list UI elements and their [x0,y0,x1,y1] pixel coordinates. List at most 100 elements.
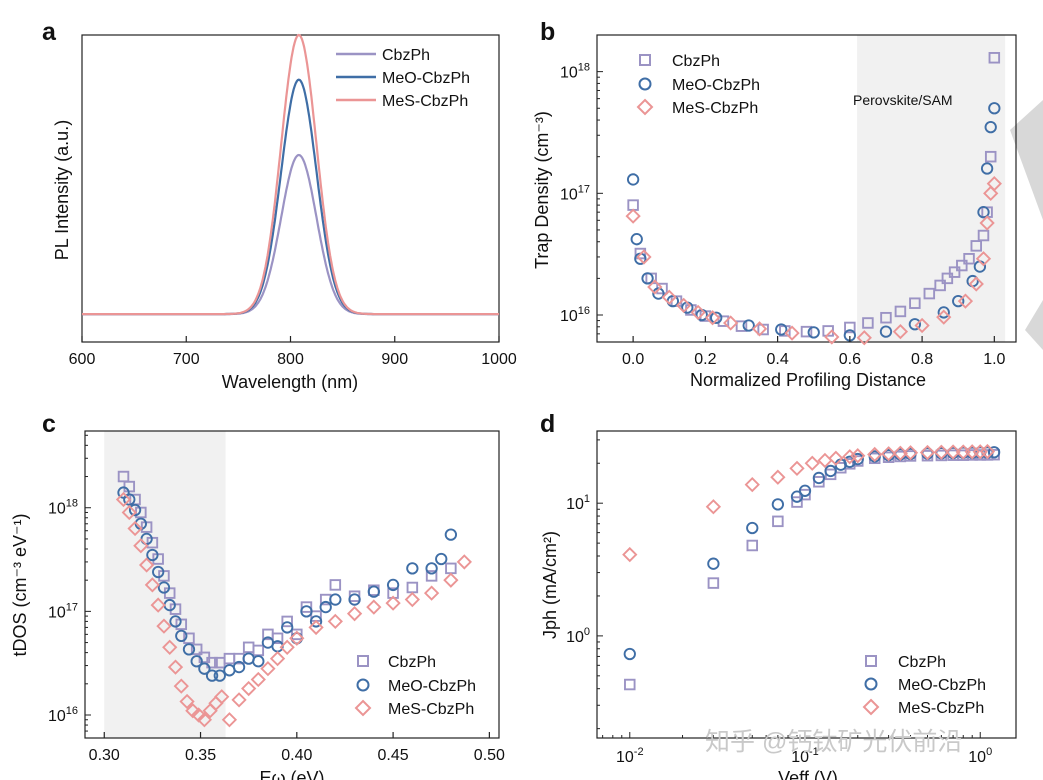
panel-b-point [690,304,706,321]
legend-c: CbzPh MeO-CbzPh MeS-CbzPh [354,654,476,718]
panel-c: c 0.30 0.35 0.40 0.45 0.50 1016 1017 1018 Eω (e… [10,410,505,780]
panel-d-point [789,460,805,477]
shade-label-b: Perovskite/SAM [853,92,953,108]
panel-d-ytick-label: 101 [566,493,590,513]
panel-c-point [150,597,166,613]
panel-c-point [179,693,195,710]
legend-a: CbzPh MeO-CbzPh MeS-CbzPh [336,47,470,110]
legend-b: CbzPh MeO-CbzPh MeS-CbzPh [636,53,760,117]
panel-c-point [206,656,218,669]
panel-d-point [707,577,720,589]
panel-c-point [425,562,438,575]
panel-b-xtick-label: 0.8 [911,351,933,368]
panel-b-ytick-label: 1017 [560,183,590,203]
panel-label-d: d [540,410,555,438]
legend-d-marker-meo [864,677,878,691]
panel-a-xtick-label: 700 [173,351,200,368]
panel-a-xtick-label: 900 [381,351,408,368]
panel-c-ytick-label: 1016 [48,705,78,725]
panel-c-point [223,652,236,665]
panel-c-point [346,606,363,622]
legend-c-cbz: CbzPh [388,654,436,671]
panel-a-line-cbz [82,153,499,316]
panel-c-point [221,712,238,728]
panel-b-point [636,249,652,265]
panel-b-point [626,173,640,186]
panel-b-point [977,229,990,242]
panel-b-point [968,276,984,292]
panel-d-point [867,446,883,463]
panel-c-point [443,572,459,588]
panel-c-ytick-label: 1017 [48,601,78,621]
panel-d-series-mes [622,443,996,563]
panel-b-point [630,233,643,246]
panel-b-point [880,311,892,324]
legend-b-marker-meo [638,77,652,91]
legend-d: CbzPh MeO-CbzPh MeS-CbzPh [862,654,986,717]
panel-b-xtick-label: 0.6 [839,351,861,368]
panel-b-point [751,321,768,337]
panel-d-point [933,444,950,460]
panel-b-point [948,266,961,278]
shaded-region-b [857,35,1006,342]
panel-c-point [196,712,213,728]
panel-d-point [622,546,638,563]
panel-b-point [986,176,1002,192]
panel-c-point [156,618,172,634]
panel-d-xtick-label: 10-2 [616,746,644,766]
panel-c-point [152,565,165,579]
legend-d-marker-cbz [865,655,877,667]
legend-c-meo: MeO-CbzPh [388,678,476,695]
panel-c-point [128,503,142,517]
background-stripes [1010,100,1043,350]
panel-b-point [742,319,755,332]
panel-c-point [175,629,188,643]
panel-a-data [82,33,499,316]
panel-b-point [908,318,922,331]
panel-b-point [957,293,974,309]
panel-b-point [676,297,692,314]
xlabel-c: Eω (eV) [259,768,324,780]
ylabel-d: Jph (mA/cm²) [540,531,560,639]
legend-c-marker-cbz [357,655,369,667]
panel-c-point [167,659,184,675]
panel-d-point [771,498,785,511]
panel-a-xtick-label: 600 [69,351,96,368]
panel-d-series-meo [623,446,1001,661]
panel-c-point [291,628,303,641]
panel-b: b Perovskite/SAM 0.0 0.2 0.4 0.6 0.8 1.0 1016 1… [532,18,1017,390]
panel-d-point [770,469,786,485]
panel-c-point [138,557,155,573]
panel-d-ticks: 100 101 10-2 10-1 100 [566,439,992,766]
panel-c-point [260,661,276,677]
panel-c-point [162,639,178,655]
panel-c-point [144,577,161,593]
panel-c-point [121,504,137,521]
panel-c-point [435,552,448,566]
panel-a: a 600 700 800 900 1000 Wavelength (nm) PL In… [42,18,517,392]
panel-c-point [423,585,440,601]
panel-b-point [983,185,999,201]
panel-b-ytick-label: 1016 [560,305,590,325]
panel-c-point [300,605,313,618]
panel-c-point [367,585,380,598]
panel-b-point [988,52,1001,64]
panel-b-point [936,309,952,325]
panel-b-point [717,315,730,327]
panel-b-point [952,294,965,308]
panel-c-point [281,621,294,634]
panel-c-point [232,660,246,674]
panel-c-point [214,689,230,705]
panel-c-point [169,615,182,628]
panel-c-xtick-label: 0.45 [378,747,409,764]
panel-c-point [289,630,305,646]
panel-c-point [205,669,219,682]
panel-b-ytick-label: 1018 [560,62,590,82]
panel-c-point [269,650,286,667]
panel-b-point [963,252,975,265]
ylabel-a: PL Intensity (a.u.) [52,120,72,260]
panel-label-a: a [42,18,57,46]
panel-a-line-meo [82,78,499,316]
panel-d-point [850,448,866,464]
